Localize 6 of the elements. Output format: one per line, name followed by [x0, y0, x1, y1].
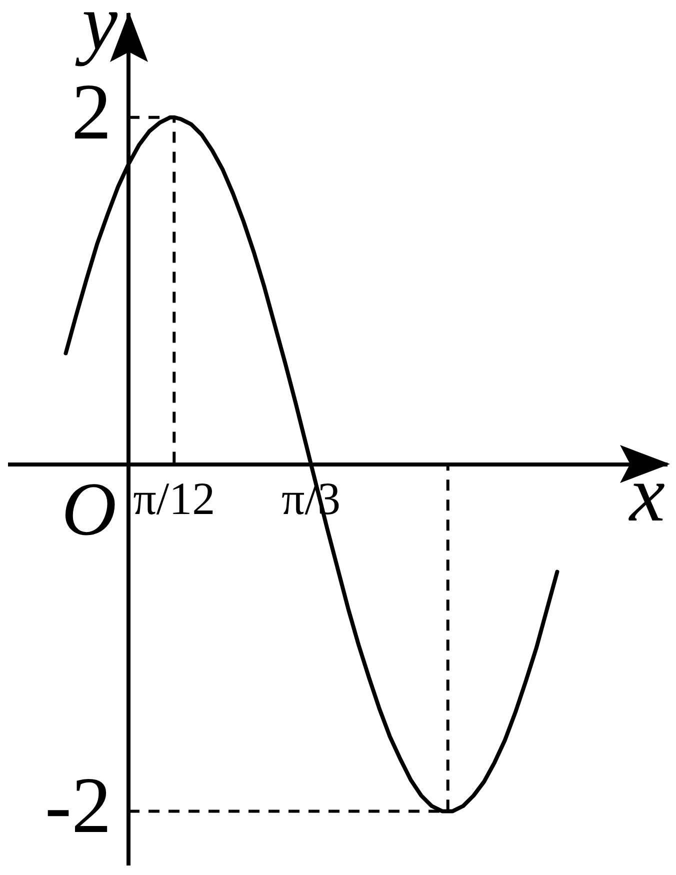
x-tick-label: π/12 — [133, 472, 216, 524]
y-axis-title: y — [74, 0, 118, 67]
x-axis-title: x — [628, 450, 665, 538]
y-tick-label: -2 — [44, 762, 112, 850]
annotation: O — [62, 467, 117, 552]
y-tick-label: 2 — [72, 68, 112, 156]
